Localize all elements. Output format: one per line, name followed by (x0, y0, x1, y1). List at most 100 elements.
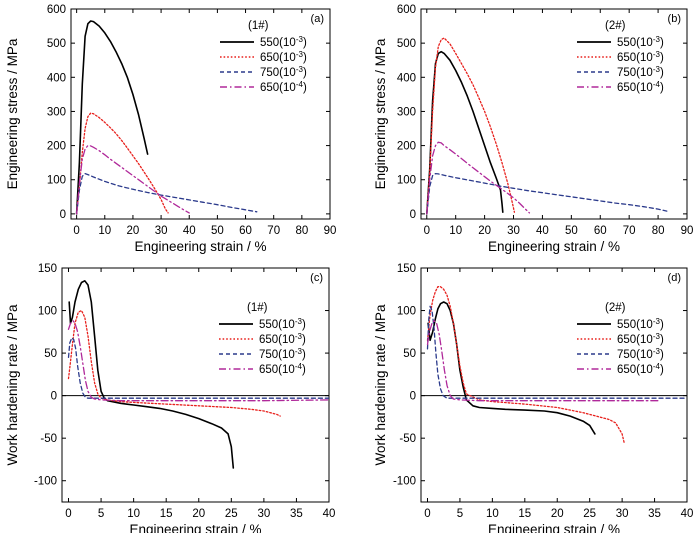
x-tick-label: 5 (457, 508, 463, 520)
x-tick-label: 90 (324, 225, 337, 237)
plot-frame (420, 8, 688, 220)
legend-label: 650(10-4) (617, 362, 664, 377)
legend-label: 650(10-3) (617, 332, 664, 347)
series-line-1 (426, 37, 516, 215)
series-line-2 (75, 172, 258, 215)
chart-panel-a: 0 10 20 30 40 50 60 70 80 90 0 100 200 300 400 500 600 En… (5, 4, 336, 254)
chart-panel-b: 0 10 20 30 40 50 60 70 80 90 0 100 200 300 400 500 600 En… (373, 4, 693, 254)
x-tick-label: 50 (565, 225, 578, 237)
x-tick-label: 25 (225, 508, 238, 520)
x-tick-label: 30 (616, 508, 629, 520)
x-tick-label: 60 (594, 225, 607, 237)
x-tick-label: 0 (73, 225, 79, 237)
y-tick-label: 100 (397, 306, 416, 318)
y-axis-label: Work hardening rate / MPa (373, 304, 388, 466)
x-tick-label: 90 (681, 225, 694, 237)
legend-label: 750(10-3) (617, 65, 664, 80)
y-tick-label: 300 (47, 106, 66, 118)
x-tick-label: 10 (98, 225, 111, 237)
series-line-0 (68, 279, 235, 469)
y-tick-label: 500 (397, 38, 416, 50)
x-axis-label: Engineering strain / % (488, 522, 620, 533)
legend-label: 650(10-3) (617, 50, 664, 65)
series-line-1 (75, 112, 169, 215)
x-tick-label: 30 (155, 225, 168, 237)
chart-panel-c: 0 5 10 15 20 25 30 35 40 -100 -50 0 50 100 150 Engineer… (5, 263, 335, 533)
series-line-1 (426, 286, 625, 444)
x-tick-label: 80 (295, 225, 308, 237)
legend-label: 650(10-4) (617, 80, 664, 95)
x-tick-label: 35 (290, 508, 303, 520)
y-tick-label: -100 (393, 476, 416, 488)
legend-label: 750(10-3) (259, 347, 306, 362)
x-axis-label: Engineering strain / % (134, 239, 266, 254)
x-tick-label: 10 (486, 508, 499, 520)
sample-label: (2#) (605, 20, 626, 32)
y-tick-label: 100 (38, 306, 57, 318)
sample-label: (1#) (247, 302, 268, 314)
x-tick-label: 0 (424, 225, 430, 237)
y-tick-label: -100 (34, 476, 57, 488)
x-tick-label: 20 (127, 225, 140, 237)
y-tick-label: 50 (44, 348, 57, 360)
y-tick-label: 50 (403, 348, 416, 360)
series-line-3 (426, 320, 659, 402)
panel-label: (d) (668, 272, 681, 284)
x-axis-label: Engineering strain / % (488, 239, 620, 254)
legend-label: 550(10-3) (617, 317, 664, 332)
series-line-3 (67, 320, 329, 402)
series-line-0 (427, 301, 596, 435)
x-tick-label: 10 (449, 225, 462, 237)
x-tick-label: 50 (211, 225, 224, 237)
y-tick-label: 200 (397, 141, 416, 153)
legend-label: 550(10-3) (259, 317, 306, 332)
plot-frame (70, 8, 331, 220)
chart-panel-d: 0 5 10 15 20 25 30 35 40 -100 -50 0 50 100 150 Engineer… (373, 263, 693, 533)
x-tick-label: 30 (507, 225, 520, 237)
y-tick-label: 150 (397, 263, 416, 275)
x-tick-label: 0 (65, 508, 71, 520)
series-line-0 (75, 20, 149, 215)
y-tick-label: 100 (397, 175, 416, 187)
plot-frame (61, 267, 330, 503)
y-tick-label: 0 (410, 209, 416, 221)
panel-label: (c) (310, 272, 323, 284)
sample-label: (2#) (605, 302, 626, 314)
legend-label: 650(10-3) (260, 50, 307, 65)
x-tick-label: 40 (681, 508, 694, 520)
x-tick-label: 70 (267, 225, 280, 237)
y-axis-label: Work hardening rate / MPa (5, 304, 20, 466)
series-line-2 (426, 172, 668, 215)
legend-label: 650(10-3) (259, 332, 306, 347)
y-tick-label: 500 (47, 38, 66, 50)
x-tick-label: 10 (127, 508, 140, 520)
x-tick-label: 60 (239, 225, 252, 237)
legend-label: 750(10-3) (260, 65, 307, 80)
x-axis-label: Engineering strain / % (129, 522, 261, 533)
series-line-3 (75, 144, 190, 215)
y-axis-label: Engineering stress / MPa (373, 38, 388, 189)
y-tick-label: 150 (38, 263, 57, 275)
x-tick-label: 5 (98, 508, 104, 520)
x-tick-label: 20 (192, 508, 205, 520)
series-line-3 (426, 141, 531, 215)
x-tick-label: 70 (623, 225, 636, 237)
series-line-0 (425, 50, 504, 215)
x-tick-label: 35 (648, 508, 661, 520)
y-tick-label: 600 (397, 4, 416, 16)
sample-label: (1#) (248, 20, 269, 32)
x-tick-label: 0 (424, 508, 430, 520)
y-tick-label: 600 (47, 4, 66, 16)
y-tick-label: 0 (51, 391, 57, 403)
y-tick-label: 400 (47, 72, 66, 84)
x-tick-label: 15 (518, 508, 531, 520)
legend-label: 650(10-4) (259, 362, 306, 377)
legend-label: 550(10-3) (260, 35, 307, 50)
y-tick-label: 200 (47, 141, 66, 153)
panel-label: (b) (668, 13, 681, 25)
series-line-2 (67, 337, 329, 399)
x-tick-label: 40 (183, 225, 196, 237)
y-axis-label: Engineering stress / MPa (5, 38, 20, 189)
plot-frame (420, 267, 688, 503)
series-line-2 (426, 305, 687, 399)
